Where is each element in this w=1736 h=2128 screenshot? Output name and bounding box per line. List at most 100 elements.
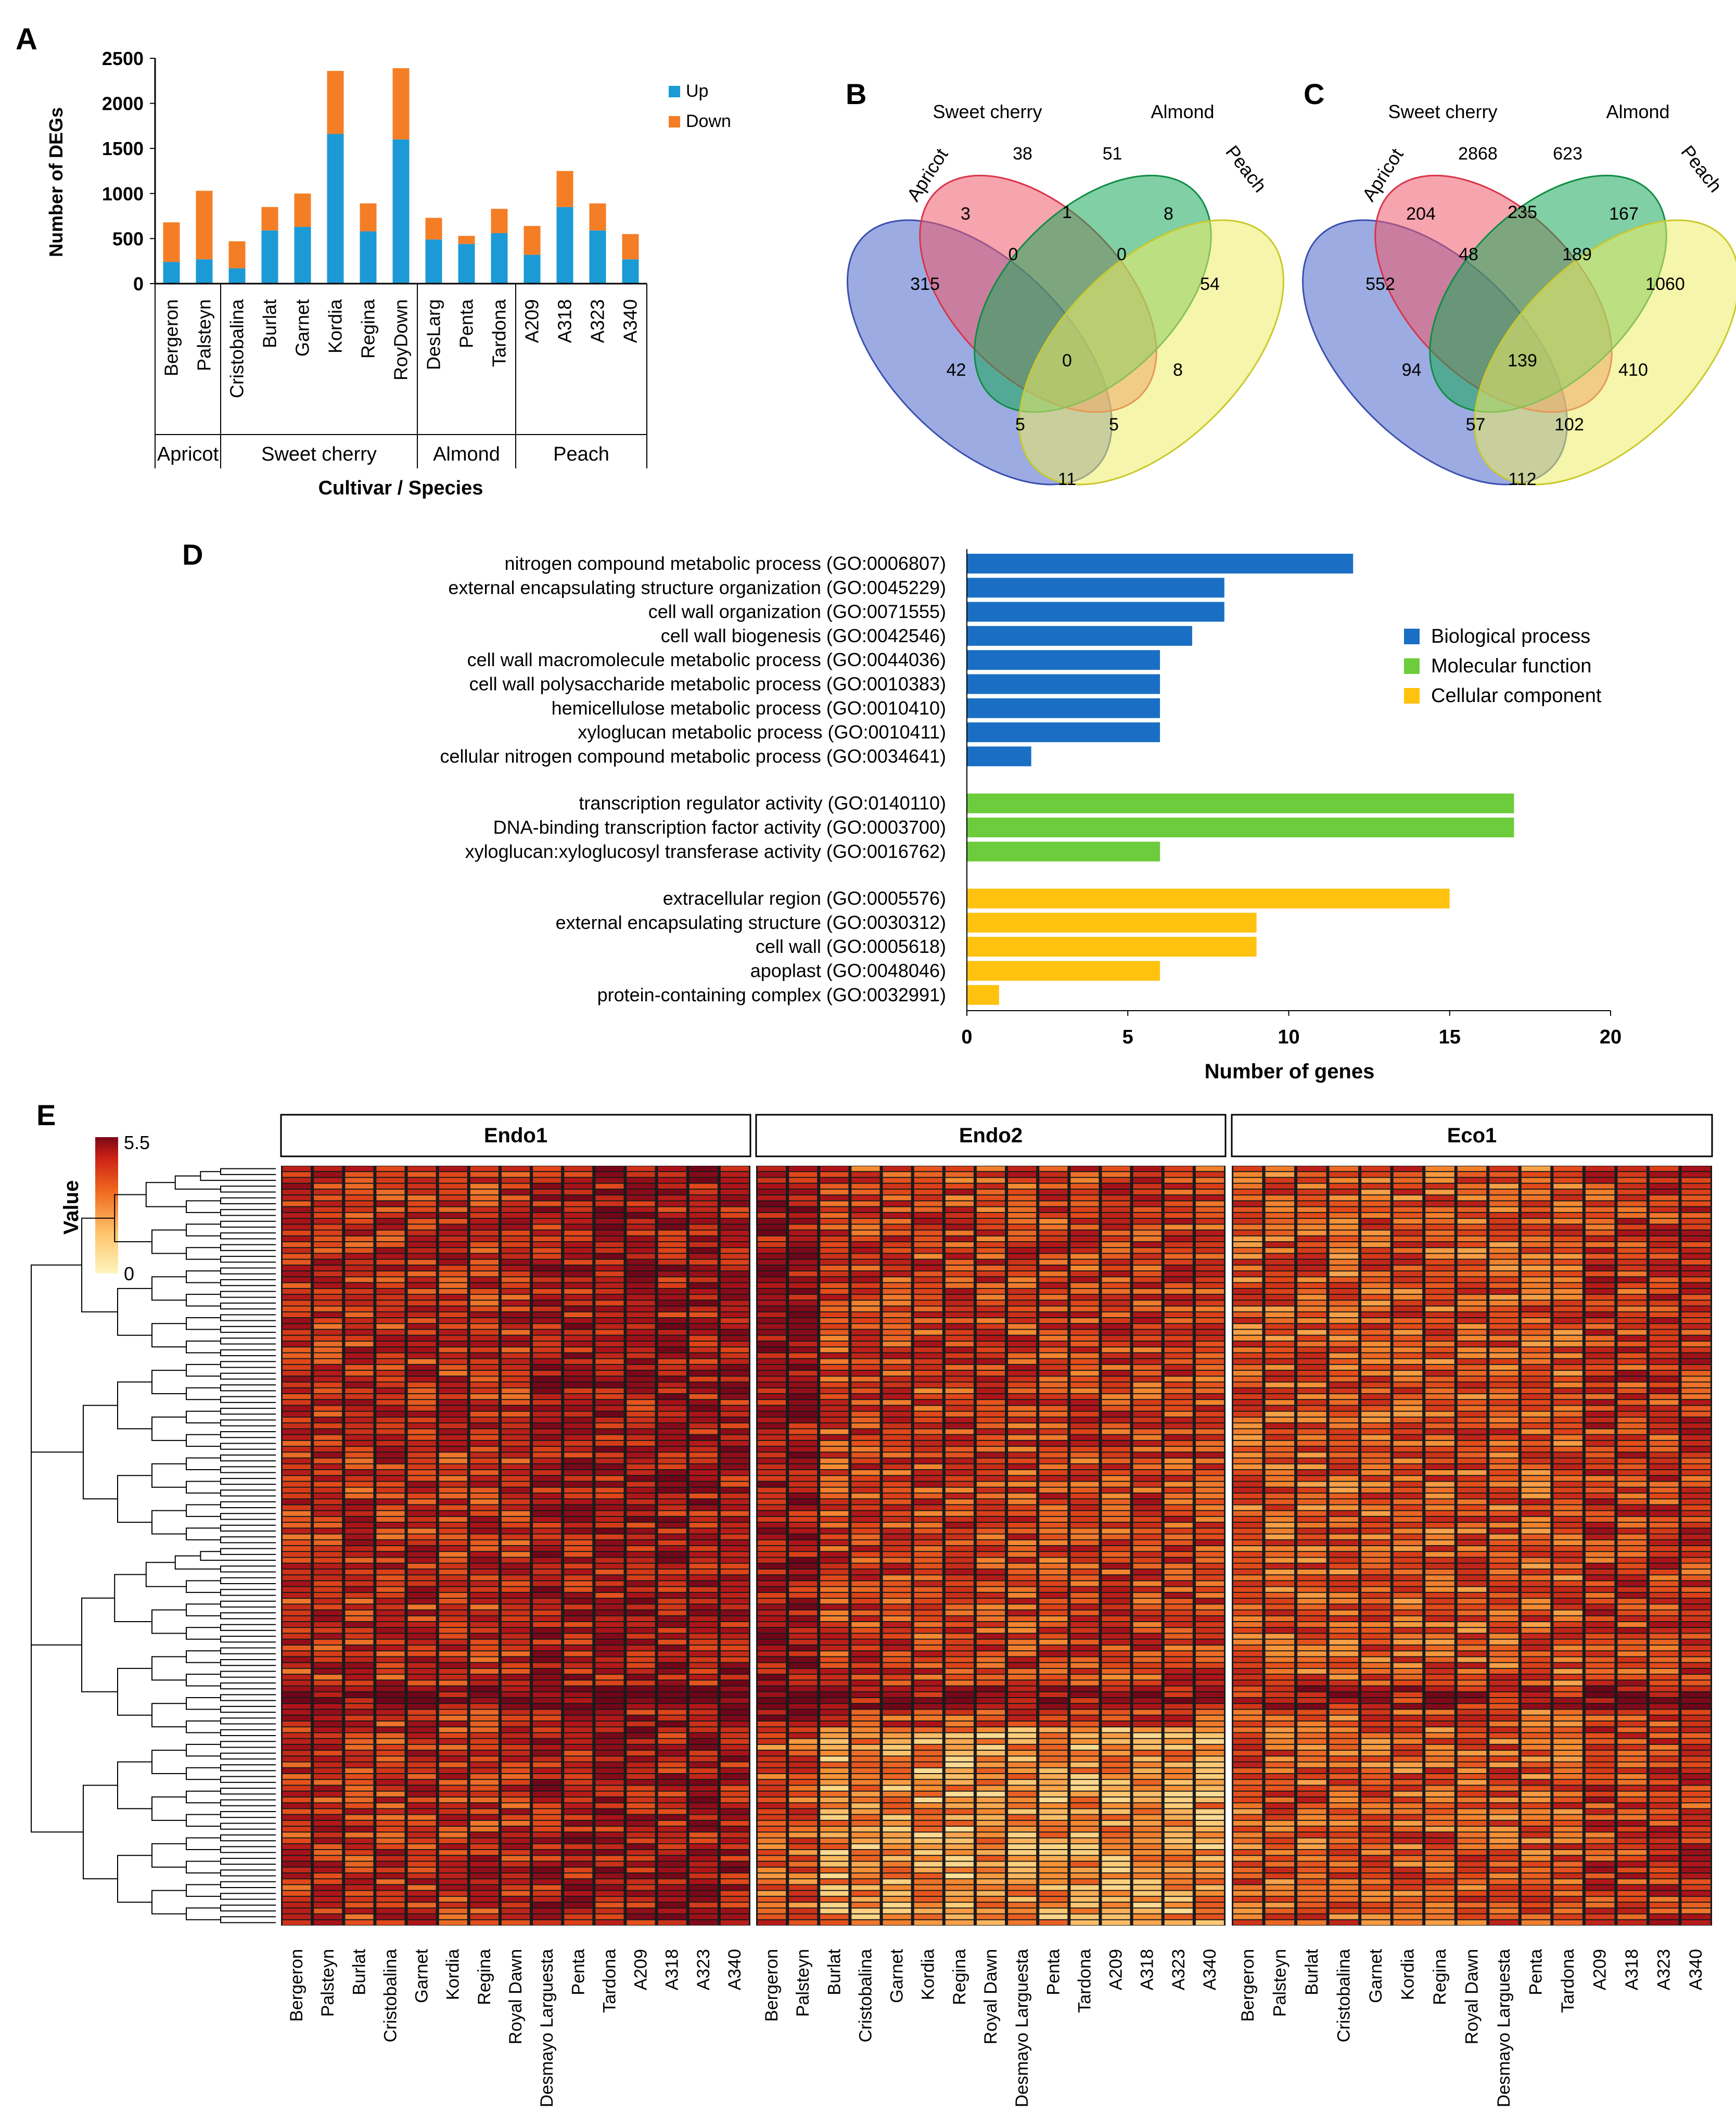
e-cell bbox=[533, 1867, 561, 1872]
e-cell bbox=[720, 1744, 749, 1750]
e-cell bbox=[1133, 1283, 1161, 1288]
e-cell bbox=[314, 1768, 342, 1773]
e-cell bbox=[851, 1668, 880, 1674]
e-cell bbox=[1070, 1908, 1099, 1914]
e-cell bbox=[1297, 1540, 1326, 1545]
e-cell bbox=[820, 1470, 849, 1475]
e-cell bbox=[439, 1359, 467, 1364]
e-cell bbox=[1102, 1628, 1130, 1633]
e-cell bbox=[758, 1862, 786, 1867]
e-cell bbox=[470, 1318, 499, 1323]
e-cell bbox=[376, 1546, 405, 1551]
e-cell bbox=[1102, 1476, 1130, 1481]
e-cell bbox=[501, 1335, 530, 1341]
e-cell bbox=[470, 1341, 499, 1347]
e-cell bbox=[501, 1359, 530, 1364]
e-cell bbox=[1265, 1312, 1295, 1317]
e-cell bbox=[1070, 1388, 1099, 1393]
e-cell bbox=[1039, 1569, 1068, 1575]
e-cell bbox=[758, 1920, 786, 1925]
e-cell bbox=[564, 1651, 593, 1656]
e-cell bbox=[1070, 1476, 1099, 1481]
e-cell bbox=[1265, 1301, 1295, 1306]
e-dendro-link bbox=[220, 1548, 276, 1555]
e-cell bbox=[533, 1686, 561, 1691]
e-cell bbox=[470, 1189, 499, 1195]
e-cell bbox=[1008, 1377, 1037, 1382]
e-cell bbox=[789, 1599, 818, 1604]
e-cell bbox=[564, 1254, 593, 1259]
e-cell bbox=[439, 1377, 467, 1382]
e-cell bbox=[470, 1891, 499, 1896]
e-cell bbox=[345, 1622, 374, 1627]
e-cell bbox=[1102, 1318, 1130, 1323]
e-cell bbox=[851, 1645, 880, 1651]
e-cell bbox=[820, 1441, 849, 1446]
e-cell bbox=[789, 1306, 818, 1311]
e-cell bbox=[1102, 1435, 1130, 1440]
e-cell bbox=[1133, 1306, 1161, 1311]
e-cell bbox=[883, 1599, 911, 1604]
e-cell bbox=[945, 1762, 974, 1767]
e-cell bbox=[283, 1668, 311, 1674]
e-cell bbox=[976, 1721, 1005, 1727]
e-cell bbox=[564, 1499, 593, 1505]
e-cell bbox=[407, 1324, 436, 1329]
e-cell bbox=[758, 1832, 786, 1838]
e-cell bbox=[533, 1523, 561, 1528]
e-cell bbox=[1039, 1476, 1068, 1481]
e-cell bbox=[1039, 1306, 1068, 1311]
e-cell bbox=[945, 1382, 974, 1387]
e-cell bbox=[1102, 1879, 1130, 1884]
e-cell bbox=[820, 1482, 849, 1487]
e-cell bbox=[658, 1575, 686, 1581]
e-cell bbox=[820, 1371, 849, 1376]
e-cell bbox=[658, 1447, 686, 1452]
e-cell bbox=[1393, 1751, 1423, 1756]
e-cell bbox=[1133, 1727, 1161, 1732]
e-cell bbox=[501, 1528, 530, 1534]
e-cell bbox=[501, 1896, 530, 1902]
e-cell bbox=[1070, 1178, 1099, 1183]
e-cell bbox=[376, 1225, 405, 1230]
e-cell bbox=[658, 1686, 686, 1691]
e-cell bbox=[1039, 1289, 1068, 1294]
e-cell bbox=[689, 1815, 718, 1820]
e-cell bbox=[376, 1411, 405, 1417]
e-cell bbox=[1233, 1470, 1262, 1475]
e-cell bbox=[789, 1563, 818, 1569]
e-cell bbox=[283, 1774, 311, 1779]
e-cell bbox=[1233, 1301, 1262, 1306]
e-cell bbox=[883, 1739, 911, 1744]
e-cell bbox=[533, 1552, 561, 1557]
e-cell bbox=[976, 1715, 1005, 1721]
e-cell bbox=[407, 1225, 436, 1230]
e-cell bbox=[883, 1692, 911, 1697]
e-cell bbox=[658, 1733, 686, 1738]
e-cell bbox=[1329, 1628, 1359, 1633]
e-cell bbox=[914, 1219, 942, 1224]
e-cell bbox=[720, 1774, 749, 1779]
e-cell bbox=[345, 1634, 374, 1639]
e-cell bbox=[820, 1207, 849, 1212]
e-cell bbox=[851, 1335, 880, 1341]
e-cell bbox=[470, 1464, 499, 1469]
e-cell bbox=[376, 1353, 405, 1358]
e-cell bbox=[1102, 1166, 1130, 1171]
e-cell bbox=[283, 1517, 311, 1522]
e-cell bbox=[883, 1388, 911, 1393]
e-cell bbox=[976, 1622, 1005, 1627]
e-cell bbox=[407, 1739, 436, 1744]
e-cell bbox=[976, 1306, 1005, 1311]
e-cell bbox=[1265, 1885, 1295, 1890]
e-cell bbox=[595, 1891, 624, 1896]
e-cell bbox=[976, 1189, 1005, 1195]
e-cell bbox=[851, 1259, 880, 1265]
e-cell bbox=[1329, 1832, 1359, 1838]
e-cell bbox=[1329, 1417, 1359, 1423]
e-cell bbox=[595, 1178, 624, 1183]
e-cell bbox=[820, 1710, 849, 1715]
e-cell bbox=[1070, 1230, 1099, 1235]
e-cell bbox=[595, 1183, 624, 1189]
e-cell bbox=[627, 1651, 655, 1656]
